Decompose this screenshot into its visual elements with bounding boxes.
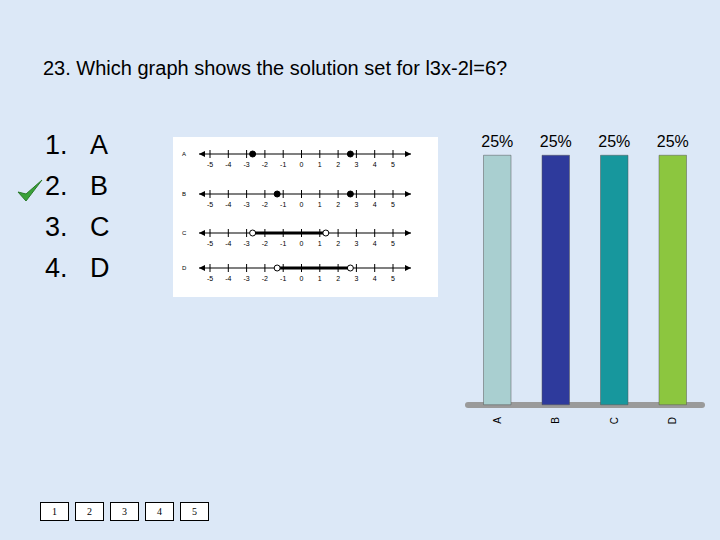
svg-text:-1: -1: [280, 161, 286, 168]
svg-text:25%: 25%: [657, 133, 689, 150]
svg-text:0: 0: [300, 240, 304, 247]
svg-text:5: 5: [391, 240, 395, 247]
html-text:5: 5: [192, 506, 197, 517]
svg-text:D: D: [667, 417, 678, 424]
html-text:1.: 1.: [45, 130, 68, 160]
svg-text:1: 1: [318, 240, 322, 247]
svg-text:3: 3: [354, 201, 358, 208]
svg-text:5: 5: [391, 201, 395, 208]
svg-text:B: B: [182, 191, 186, 197]
svg-text:C: C: [182, 230, 187, 236]
svg-text:0: 0: [300, 201, 304, 208]
svg-text:-3: -3: [243, 201, 249, 208]
svg-text:-4: -4: [225, 201, 231, 208]
svg-text:2: 2: [336, 161, 340, 168]
html-text:23. Which graph shows the solu: 23. Which graph shows the solution set f…: [43, 57, 508, 79]
svg-text:4: 4: [373, 275, 377, 282]
svg-text:0: 0: [300, 275, 304, 282]
svg-text:5: 5: [391, 161, 395, 168]
svg-text:-3: -3: [243, 240, 249, 247]
svg-text:B: B: [550, 417, 561, 424]
svg-text:3: 3: [354, 275, 358, 282]
svg-text:-2: -2: [262, 161, 268, 168]
svg-text:3: 3: [354, 240, 358, 247]
svg-text:A: A: [182, 151, 186, 157]
svg-text:A: A: [492, 417, 503, 424]
svg-text:C: C: [609, 417, 620, 424]
svg-text:-1: -1: [280, 240, 286, 247]
svg-text:1: 1: [318, 201, 322, 208]
svg-text:-5: -5: [207, 161, 213, 168]
svg-text:-2: -2: [262, 275, 268, 282]
svg-text:2: 2: [336, 201, 340, 208]
svg-text:-3: -3: [243, 275, 249, 282]
svg-text:-2: -2: [262, 240, 268, 247]
svg-text:-5: -5: [207, 240, 213, 247]
html-text:3: 3: [122, 506, 127, 517]
svg-text:4: 4: [373, 240, 377, 247]
html-text:D: D: [90, 253, 110, 283]
svg-text:-4: -4: [225, 240, 231, 247]
svg-text:-1: -1: [280, 201, 286, 208]
svg-text:25%: 25%: [540, 133, 572, 150]
svg-text:-4: -4: [225, 161, 231, 168]
svg-text:2: 2: [336, 275, 340, 282]
html-text:C: C: [90, 212, 110, 242]
svg-text:-5: -5: [207, 201, 213, 208]
svg-text:3: 3: [354, 161, 358, 168]
html-text:2.: 2.: [45, 171, 68, 201]
html-text:4.: 4.: [45, 253, 68, 283]
svg-text:4: 4: [373, 201, 377, 208]
svg-text:D: D: [182, 265, 187, 271]
svg-text:1: 1: [318, 275, 322, 282]
svg-text:-3: -3: [243, 161, 249, 168]
svg-text:-1: -1: [280, 275, 286, 282]
svg-text:25%: 25%: [598, 133, 630, 150]
svg-text:1: 1: [318, 161, 322, 168]
svg-text:5: 5: [391, 275, 395, 282]
svg-text:2: 2: [336, 240, 340, 247]
svg-text:-4: -4: [225, 275, 231, 282]
svg-text:-5: -5: [207, 275, 213, 282]
html-text:1: 1: [52, 506, 57, 517]
svg-text:25%: 25%: [481, 133, 513, 150]
svg-text:-2: -2: [262, 201, 268, 208]
html-text:A: A: [90, 130, 108, 160]
html-text:B: B: [90, 171, 108, 201]
svg-text:0: 0: [300, 161, 304, 168]
html-text:2: 2: [87, 506, 92, 517]
svg-text:4: 4: [373, 161, 377, 168]
html-text:4: 4: [157, 506, 162, 517]
html-text:3.: 3.: [45, 212, 68, 242]
